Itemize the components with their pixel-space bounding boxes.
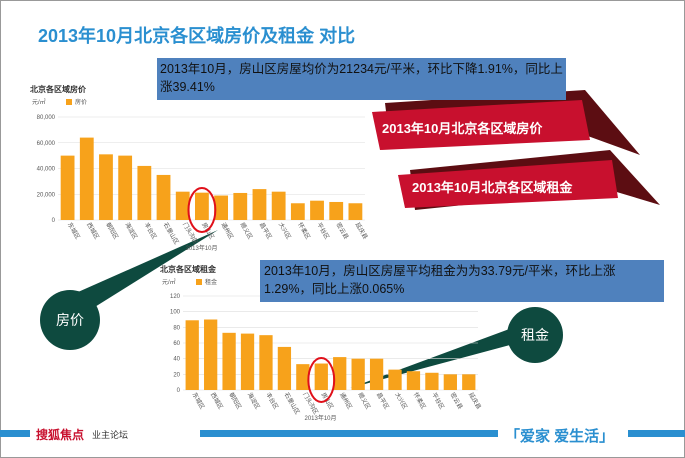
y-tick-label: 100	[170, 310, 181, 316]
bar	[99, 154, 113, 220]
y-tick-label: 20,000	[37, 192, 56, 198]
bubble	[507, 307, 563, 363]
note: 2013年10月，房山区房屋平均租金为为33.79元/平米，环比上涨1.29%，…	[264, 264, 616, 296]
y-tick-label: 120	[170, 294, 181, 300]
note-box	[260, 260, 664, 302]
bar	[425, 372, 439, 390]
bar	[79, 137, 94, 220]
legend-swatch	[66, 99, 72, 105]
slide-title: 2013年10月北京各区域房价及租金 对比	[38, 25, 355, 46]
logo: 业主论坛	[92, 429, 128, 440]
highlight	[187, 187, 217, 233]
legend-swatch	[196, 279, 202, 285]
bubble	[40, 290, 100, 350]
bar	[369, 358, 384, 390]
legend-label: 房价	[75, 98, 87, 106]
bar	[233, 192, 248, 220]
y-tick-label: 0	[177, 388, 181, 394]
bar	[333, 357, 347, 390]
y-tick-label: 80,000	[37, 115, 56, 121]
bar	[310, 200, 324, 220]
bar	[222, 332, 236, 390]
note-box	[157, 58, 566, 100]
bar	[252, 189, 267, 220]
bar	[329, 201, 344, 220]
bar	[277, 346, 292, 390]
slogan: 「爱家 爱生活」	[505, 427, 614, 445]
y-tick-label: 20	[173, 372, 180, 378]
bar	[271, 191, 286, 220]
y-unit: 元/㎡	[162, 278, 176, 286]
highlight	[307, 357, 336, 403]
bar	[462, 374, 476, 390]
ribbon-text: 2013年10月北京各区域房价	[382, 121, 543, 136]
y-tick-label: 80	[173, 325, 180, 331]
y-tick-label: 0	[52, 218, 56, 224]
bar	[240, 333, 255, 390]
y-unit: 元/㎡	[32, 98, 46, 106]
bar	[118, 155, 133, 220]
x-axis-label: 2013年10月	[185, 244, 217, 252]
note-text: 2013年10月，房山区房屋均价为21234元/平米，环比下降1.91%，同比上…	[160, 62, 563, 94]
bar	[406, 371, 421, 390]
bar	[314, 363, 328, 390]
ribbon	[372, 100, 590, 150]
logo: 搜狐焦点	[36, 427, 84, 442]
legend-label: 租金	[205, 278, 217, 286]
logo-bg	[30, 424, 200, 444]
x-axis-label: 2013年10月	[304, 414, 336, 422]
bar	[185, 320, 199, 390]
y-tick-label: 40	[173, 357, 180, 363]
bar	[194, 192, 209, 220]
note: 2013年10月，房山区房屋均价为21234元/平米，环比下降1.91%，同比上…	[160, 62, 563, 94]
bar	[351, 358, 365, 390]
bar	[290, 203, 305, 220]
chart-title: 北京各区域租金	[160, 264, 217, 274]
bar	[348, 203, 363, 220]
bar	[137, 165, 152, 220]
bar	[388, 369, 402, 390]
y-tick-label: 60	[173, 341, 180, 347]
note-text: 2013年10月，房山区房屋平均租金为为33.79元/平米，环比上涨1.29%，…	[264, 264, 616, 296]
callout-pointer	[60, 230, 218, 310]
bar	[214, 195, 229, 220]
bar	[175, 191, 190, 220]
footer-bar	[0, 430, 685, 437]
y-tick-label: 40,000	[37, 167, 56, 173]
slogan-bg	[498, 424, 628, 446]
bar	[296, 364, 310, 390]
bar	[156, 174, 171, 220]
bar	[204, 319, 218, 390]
bubble-text: 房价	[56, 312, 84, 328]
bar	[60, 155, 75, 220]
ribbon	[398, 160, 618, 208]
y-tick-label: 60,000	[37, 141, 56, 147]
ribbon-text: 2013年10月北京各区域租金	[412, 180, 573, 195]
chart-title: 北京各区域房价	[30, 84, 87, 94]
bar	[443, 374, 457, 390]
bubble-text: 租金	[521, 327, 549, 343]
bar	[259, 335, 273, 390]
